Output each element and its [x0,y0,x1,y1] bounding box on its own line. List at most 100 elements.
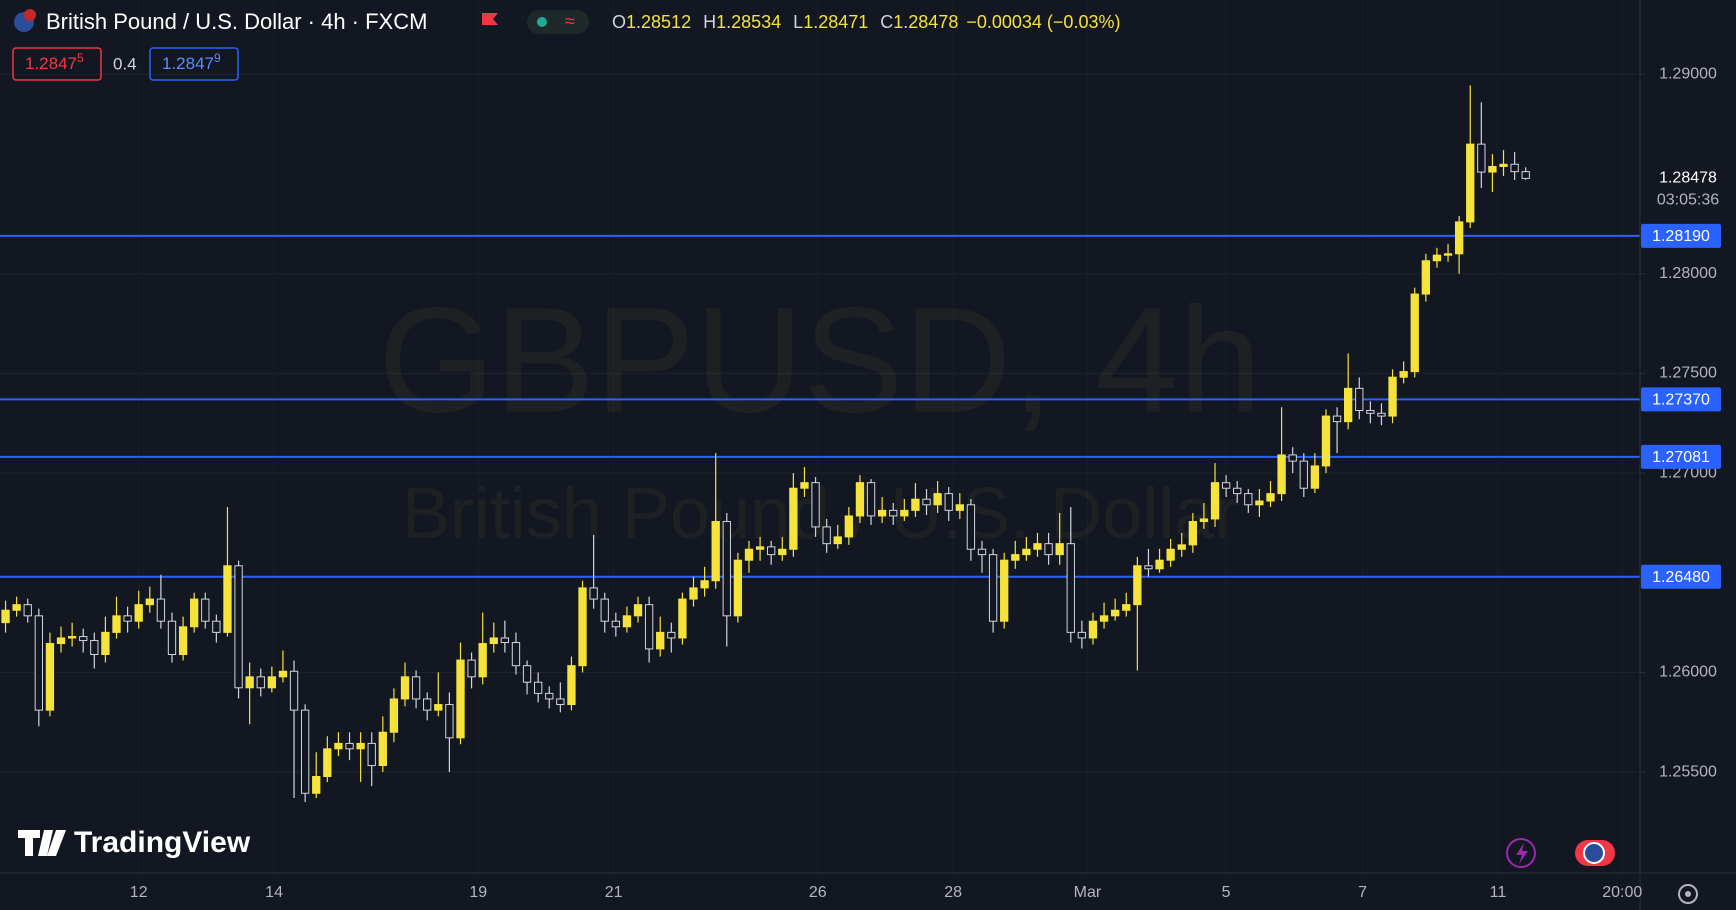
candle-body [811,482,820,528]
ask-box[interactable] [149,47,239,81]
candle-body [589,587,598,600]
candle-body [178,626,188,656]
candle-body [1454,221,1464,255]
status-icon: ≈ [565,11,575,31]
settings-button[interactable] [1678,884,1698,904]
ask-price[interactable]: 1.28479 [162,51,221,73]
candle-body [1521,171,1530,179]
candle-body [1355,387,1364,411]
x-tick-label: 21 [605,884,623,901]
y-tick-label: 1.27500 [1659,365,1717,382]
x-tick-label: 20:00 [1602,884,1642,901]
levels [0,234,1640,578]
status-dot [537,17,547,27]
candle-body [456,659,465,739]
bid-box[interactable] [12,47,102,81]
candle-body [1066,543,1075,633]
readout-change: −0.00034 (−0.03%) [966,12,1120,32]
level-label: 1.27081 [1652,449,1710,466]
x-tick-label: 19 [469,884,487,901]
brand-name: TradingView [74,826,251,859]
candles [1,85,1530,803]
candle-body [1188,521,1197,546]
candle-body [1,609,10,624]
candle-body [167,620,177,656]
candle-body [190,598,199,628]
candle-body [1388,376,1397,417]
candle-body [1177,544,1186,550]
candle-body [56,637,66,645]
candle-body [1432,254,1442,262]
readout-value: 1.28534 [716,12,781,32]
candle-body [434,704,443,711]
flag-icon [24,9,36,21]
candle-body [944,493,953,511]
candle-body [212,620,221,633]
spread: 0.4 [113,54,137,73]
brand: TradingView [18,826,251,859]
candle-body [900,509,909,517]
candle-body [1321,415,1331,467]
candle-body [622,615,632,628]
candle-body [123,615,132,622]
level-label: 1.27370 [1652,392,1710,409]
candle-body [933,493,942,506]
candle-body [733,559,743,617]
candle-body [245,676,254,689]
symbol-title[interactable]: British Pound / U.S. Dollar · 4h · FXCM [46,9,427,34]
bid-main: 1.2847 [25,54,77,73]
candle-body [700,580,709,589]
candle-body [289,670,299,711]
candle-body [1466,143,1475,223]
candle-body [678,598,687,639]
brand-logo [18,830,66,856]
candle-body [67,636,77,639]
candle-body [511,642,521,667]
candle-body [1110,609,1120,617]
candle-body [822,526,831,545]
bid-price[interactable]: 1.28475 [25,51,84,73]
candle-body [312,776,321,794]
candle-body [1377,412,1386,417]
candle-body [1077,631,1087,639]
level-label-bg [1641,564,1721,589]
candle-body [689,587,698,600]
candle-body [911,498,920,511]
candle-body [156,598,166,622]
candle-body [1310,465,1320,489]
candle-body [201,598,210,622]
candle-body [389,698,399,733]
candle-body [755,546,765,550]
candle-body [334,742,343,750]
candle-body [23,604,32,617]
candle-body [1099,615,1109,622]
countdown: 03:05:36 [1657,192,1719,209]
candle-body [256,676,265,689]
x-tick-label: 12 [130,884,148,901]
lightning-button[interactable] [1506,838,1536,868]
candle-body [922,498,931,506]
x-tick-label: 28 [944,884,962,901]
lightning-icon [1516,843,1528,864]
candle-body [134,604,143,622]
candle-body [1044,543,1053,556]
candle-body [1233,487,1242,495]
bid-ask: 1.28475 0.4 1.28479 [12,47,239,81]
candle-body [345,742,354,750]
candle-body [1288,454,1297,462]
candle-body [866,482,876,517]
candle-body [1210,482,1220,520]
candle-body [112,615,121,633]
candle-body [323,748,332,778]
candle-body [1055,543,1064,556]
candle-body [12,604,21,611]
settings-icon [1685,891,1691,897]
candle-body [34,615,43,711]
readout-key: O [612,12,626,32]
candle-body [400,676,410,700]
level-label: 1.26480 [1652,569,1710,586]
candle-body [1299,460,1308,489]
candle-body [411,676,421,700]
candle-body [533,681,543,694]
